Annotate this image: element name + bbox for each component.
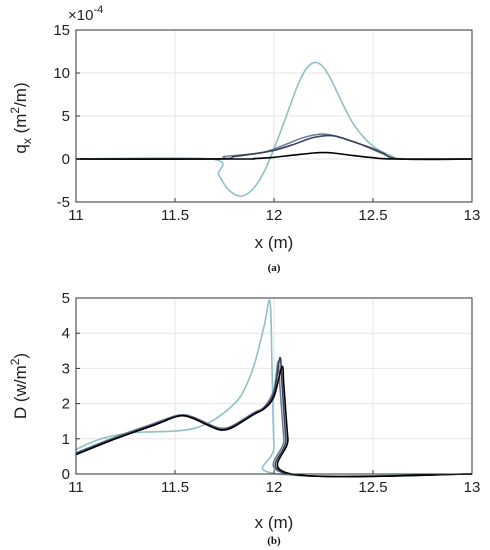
series-line-b-4 <box>75 365 473 478</box>
y-tick-label-a-2: 5 <box>62 108 70 125</box>
series-layer-b <box>75 299 473 478</box>
x-tick-label-a-0: 11 <box>68 207 84 224</box>
y-tick-label-a-4: 15 <box>53 22 70 39</box>
x-tick-label-b-3: 12.5 <box>358 479 387 496</box>
x-tick-label-a-3: 12.5 <box>358 207 387 224</box>
caption-a: (a) <box>268 262 281 274</box>
series-line-a-4 <box>75 151 473 160</box>
y-axis-label-a: qx (m2/m) <box>8 82 34 153</box>
x-tick-label-a-2: 12 <box>266 207 283 224</box>
x-axis-label-a: x (m) <box>255 233 294 252</box>
x-axis-label-b: x (m) <box>255 513 294 532</box>
y-tick-label-b-2: 2 <box>62 396 70 413</box>
y-tick-label-a-0: -5 <box>57 194 70 211</box>
y-tick-label-b-0: 0 <box>62 466 70 483</box>
series-line-a-3 <box>75 134 473 161</box>
series-layer-a <box>75 61 473 197</box>
y-tick-label-b-1: 1 <box>62 431 70 448</box>
y-tick-label-b-4: 4 <box>62 325 70 342</box>
x-tick-label-b-4: 13 <box>464 479 481 496</box>
x-tick-label-b-0: 11 <box>68 479 84 496</box>
ticks-a: 11 11.5 12 12.5 13 -5 0 5 10 15 <box>53 22 480 224</box>
x-tick-label-b-2: 12 <box>266 479 283 496</box>
chart-panel-a: 11 11.5 12 12.5 13 -5 0 5 10 15 ×10-4 x (m) qx (m… <box>8 4 480 274</box>
series-line-a-1 <box>75 61 473 197</box>
grid-a <box>75 29 473 203</box>
x-tick-label-a-4: 13 <box>464 207 481 224</box>
caption-b: (b) <box>267 535 281 547</box>
y-tick-label-b-5: 5 <box>62 290 70 307</box>
x-tick-label-b-1: 11.5 <box>161 479 189 496</box>
y-tick-label-b-3: 3 <box>62 360 70 377</box>
y-tick-label-a-3: 10 <box>53 65 70 82</box>
y-axis-label-b: D (w/m2) <box>8 353 30 419</box>
x-tick-label-a-1: 11.5 <box>161 207 189 224</box>
exponent-label-a: ×10-4 <box>68 4 103 24</box>
y-tick-label-a-1: 0 <box>62 151 70 168</box>
